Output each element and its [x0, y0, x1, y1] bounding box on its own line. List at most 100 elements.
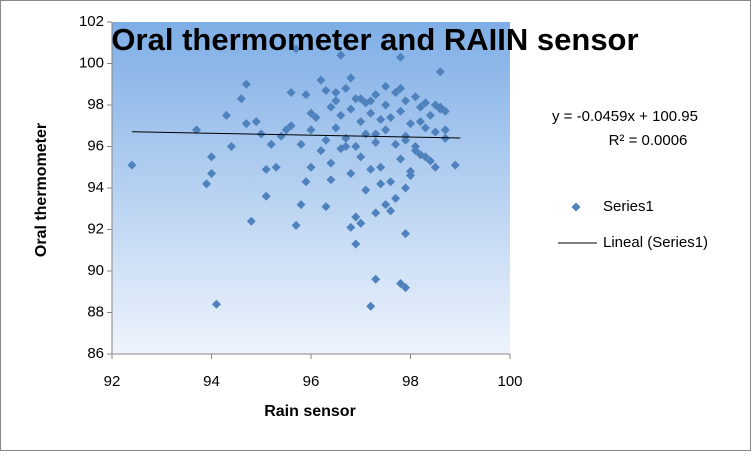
point: [311, 112, 321, 122]
point: [271, 162, 281, 172]
point: [276, 131, 286, 141]
point: [331, 123, 341, 133]
y-tick-label: 96: [87, 137, 104, 154]
point: [221, 110, 231, 120]
point: [346, 222, 356, 232]
point: [425, 110, 435, 120]
point: [281, 125, 291, 135]
point: [291, 220, 301, 230]
point: [371, 90, 381, 100]
point: [430, 127, 440, 137]
point: [356, 94, 366, 104]
x-tick-label: 92: [104, 373, 121, 390]
y-tick-label: 86: [87, 345, 104, 362]
point: [346, 104, 356, 114]
point: [251, 117, 261, 127]
legend-label: Series1: [603, 198, 654, 215]
point: [296, 200, 306, 210]
point: [246, 216, 256, 226]
point: [207, 168, 216, 178]
point: [425, 156, 435, 166]
point: [366, 164, 376, 174]
trend-r-squared: R² = 0.0006: [609, 132, 688, 149]
point: [266, 139, 276, 149]
y-tick-label: 102: [79, 13, 104, 30]
point: [261, 191, 271, 201]
x-tick-label: 96: [303, 373, 320, 390]
point: [401, 283, 411, 293]
point: [356, 117, 366, 127]
point: [306, 108, 316, 118]
point: [336, 50, 346, 60]
point: [401, 96, 411, 106]
point: [381, 200, 391, 210]
x-tick-label: 100: [497, 373, 522, 390]
point: [415, 150, 425, 160]
point: [286, 88, 296, 98]
x-tick-label: 94: [203, 373, 220, 390]
chart-title: Oral thermometer and RAIIN sensor: [111, 22, 638, 57]
point: [391, 88, 401, 98]
point: [202, 179, 212, 189]
point: [401, 183, 411, 193]
point: [306, 125, 316, 135]
point: [406, 119, 415, 129]
y-tick-label: 100: [79, 54, 104, 71]
point: [440, 106, 450, 116]
point: [296, 139, 306, 149]
point: [386, 177, 396, 187]
point: [410, 146, 420, 156]
point: [351, 239, 361, 249]
point: [376, 179, 386, 189]
point: [371, 208, 381, 218]
point: [321, 135, 331, 145]
point: [381, 81, 391, 91]
point: [331, 88, 341, 98]
point: [127, 160, 137, 170]
point: [261, 164, 271, 174]
point: [326, 175, 336, 185]
point: [286, 121, 296, 131]
y-tick-label: 92: [87, 220, 104, 237]
point: [396, 83, 406, 93]
point: [351, 142, 361, 151]
point: [361, 185, 371, 195]
x-tick-label: 98: [402, 373, 419, 390]
point: [326, 102, 336, 112]
point: [306, 162, 316, 172]
point: [401, 229, 411, 239]
point: [391, 193, 401, 203]
y-axis-label: Oral thermometer: [33, 123, 50, 257]
point: [396, 154, 406, 164]
point: [376, 115, 386, 125]
point: [211, 299, 221, 309]
point: [410, 92, 420, 102]
point: [226, 142, 236, 151]
point: [420, 123, 430, 133]
point: [396, 52, 406, 62]
point: [366, 301, 376, 311]
point: [341, 142, 351, 151]
point: [321, 85, 331, 95]
point: [351, 212, 361, 222]
legend-label: Lineal (Series1): [603, 234, 708, 251]
point: [316, 146, 326, 156]
point: [420, 98, 430, 108]
legend-marker: [571, 202, 581, 212]
point: [381, 125, 391, 135]
point: [386, 206, 396, 216]
y-tick-label: 98: [87, 96, 104, 113]
plot-area: [112, 22, 510, 354]
y-tick-label: 88: [87, 303, 104, 320]
point: [321, 202, 331, 212]
point: [301, 90, 311, 100]
point: [341, 83, 351, 93]
x-axis-label: Rain sensor: [264, 403, 356, 420]
point: [331, 96, 341, 106]
point: [356, 218, 366, 228]
point: [430, 162, 440, 172]
y-tick-label: 90: [87, 262, 104, 279]
point: [435, 67, 445, 77]
point: [371, 274, 381, 284]
point: [450, 160, 460, 170]
